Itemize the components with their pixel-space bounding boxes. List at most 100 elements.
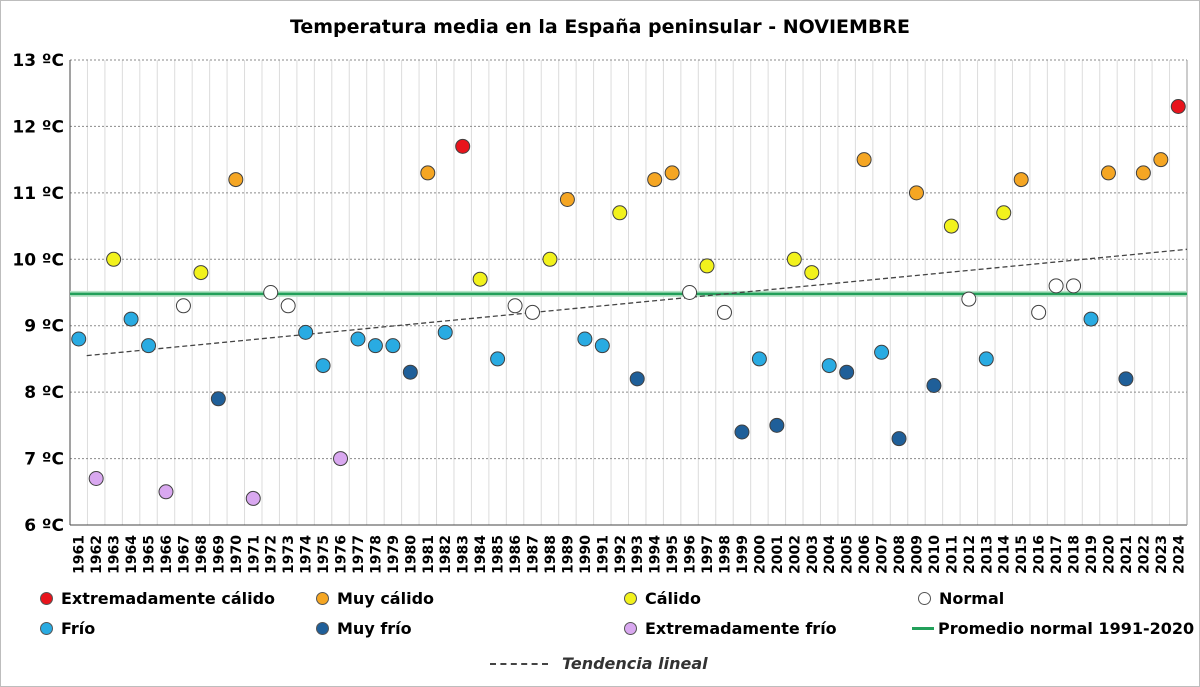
x-tick-label: 2022 [1136,535,1152,574]
data-point-1971 [245,490,261,506]
data-point-1995 [664,165,680,181]
data-point-2000 [751,351,767,367]
x-tick-label: 2008 [892,535,908,574]
x-tick-label: 1971 [246,535,262,574]
data-point-2017 [1048,278,1064,294]
data-point-1987 [525,304,541,320]
x-tick-label: 1979 [386,535,402,574]
data-point-1980 [402,364,418,380]
data-point-2007 [874,344,890,360]
legend-promedio: Promedio normal 1991-2020 [912,619,1194,638]
data-point-2010 [926,378,942,393]
data-point-2023 [1153,152,1169,168]
data-point-1994 [647,172,663,188]
data-point-1965 [141,338,157,354]
data-point-1966 [158,484,174,500]
data-point-2022 [1135,165,1151,181]
data-point-1992 [612,205,628,221]
data-point-2011 [943,218,959,234]
data-point-1993 [629,371,645,387]
x-tick-label: 2000 [752,535,768,574]
x-tick-label: 2015 [1014,535,1030,574]
legend-normal-marker [918,592,931,605]
x-tick-label: 1996 [683,535,699,574]
data-point-1984 [472,271,488,287]
legend-muy-calido-label: Muy cálido [337,589,435,608]
x-tick-label: 2002 [787,535,803,574]
x-tick-label: 1976 [334,535,350,574]
x-tick-label: 2021 [1119,535,1135,574]
x-tick-label: 2018 [1067,535,1083,574]
legend-muy-calido-marker [316,592,329,605]
data-point-2009 [908,185,924,201]
data-point-1976 [333,451,349,467]
x-tick-label: 1982 [438,535,454,574]
data-point-1978 [367,338,383,354]
data-point-1968 [193,265,209,281]
x-tick-label: 1998 [717,535,733,574]
data-point-1974 [298,324,314,340]
legend-calido-label: Cálido [645,589,701,608]
data-point-1975 [315,358,331,374]
legend-tendencia: Tendencia lineal [490,654,708,673]
x-tick-label: 1972 [264,535,280,574]
x-tick-label: 1977 [351,535,367,574]
legend-ext-calido-label: Extremadamente cálido [61,589,276,608]
data-point-1963 [106,251,122,267]
y-tick-label: 12 ºC [12,117,64,137]
data-point-2006 [856,152,872,168]
data-point-2018 [1066,278,1082,294]
y-tick-label: 13 ºC [12,51,64,71]
legend-normal-label: Normal [939,589,1005,608]
x-tick-label: 1994 [648,535,664,574]
data-point-1979 [385,338,401,354]
x-tick-label: 1984 [473,535,489,574]
legend-ext-calido: Extremadamente cálido [40,589,275,608]
x-tick-label: 2016 [1032,535,1048,574]
data-point-1998 [716,304,732,320]
data-point-2021 [1118,371,1134,387]
data-point-2019 [1083,311,1099,327]
x-tick-label: 1991 [595,535,611,574]
data-point-2013 [978,351,994,367]
legend-frio: Frío [40,619,95,638]
data-point-1962 [88,471,104,486]
data-point-1982 [437,324,453,340]
y-tick-label: 11 ºC [12,184,64,204]
plot-area: 6 ºC 7 ºC 8 ºC 9 ºC 10 ºC 11 ºC 12 ºC 13 ºC 1961… [12,51,1188,574]
legend-frio-marker [40,622,53,635]
data-point-1983 [455,138,471,154]
x-tick-label: 2001 [770,535,786,574]
legend-promedio-label: Promedio normal 1991-2020 [938,619,1195,638]
x-tick-label: 2003 [805,535,821,574]
legend-muy-frio: Muy frío [316,619,412,638]
legend-muy-frio-marker [316,622,329,635]
legend-tendencia-marker [490,662,548,665]
legend-promedio-marker [912,627,934,630]
legend-ext-frio-marker [624,622,637,635]
x-tick-label: 1966 [159,535,175,574]
x-tick-label: 1973 [281,535,297,574]
legend-normal: Normal [918,589,1004,608]
x-tick-label: 1969 [211,535,227,574]
data-point-1985 [490,351,506,367]
x-tick-label: 1962 [89,535,105,574]
data-point-2020 [1100,165,1116,181]
data-point-2001 [769,417,785,433]
data-point-1989 [559,192,575,207]
legend-ext-frio: Extremadamente frío [624,619,837,638]
legend-calido: Cálido [624,589,701,608]
data-point-1981 [420,165,436,181]
data-point-2012 [961,291,977,307]
x-tick-label: 2020 [1101,535,1117,574]
data-point-2002 [786,251,802,267]
x-tick-label: 1970 [229,535,245,574]
x-tick-label: 1987 [526,535,542,574]
legend-frio-label: Frío [61,619,96,638]
x-tick-label: 1989 [560,535,576,574]
x-tick-label: 2019 [1084,535,1100,574]
x-tick-label: 2005 [840,535,856,574]
y-tick-label: 8 ºC [24,383,64,403]
x-tick-label: 1975 [316,535,332,574]
data-point-1977 [350,331,366,347]
